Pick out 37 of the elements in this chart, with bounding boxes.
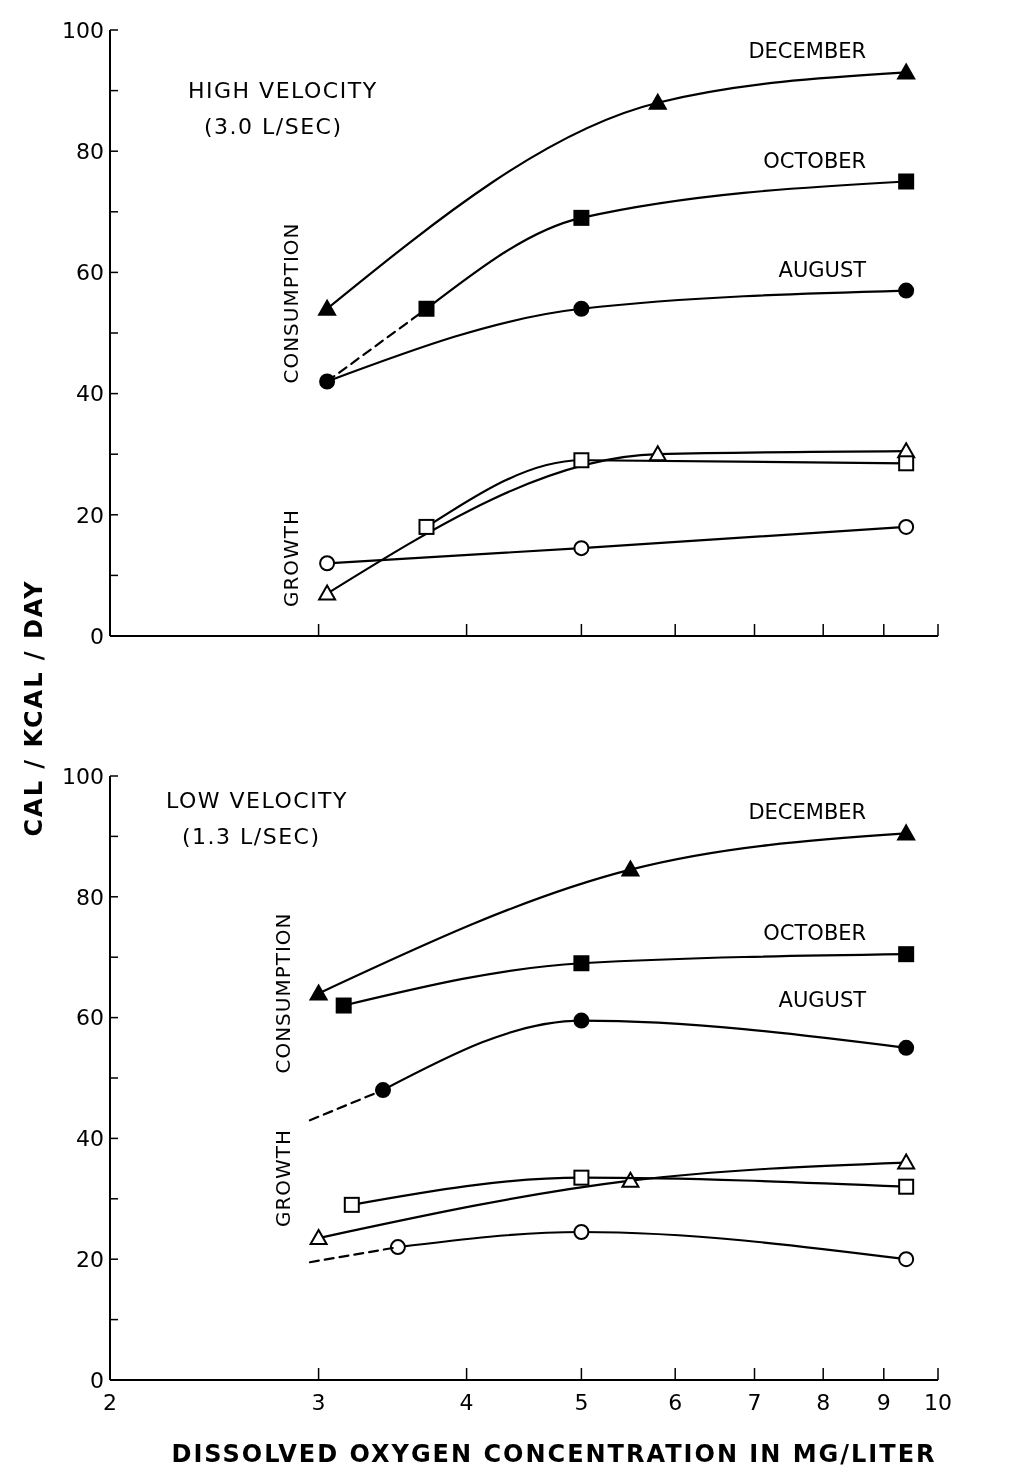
y-tick-label: 80 bbox=[76, 884, 104, 910]
series-label: OCTOBER bbox=[763, 148, 867, 173]
x-tick-label: 9 bbox=[876, 1390, 891, 1415]
series-label: DECEMBER bbox=[748, 39, 867, 64]
text: (3.0 L/SEC) bbox=[204, 114, 343, 139]
annotation: GROWTH bbox=[279, 508, 303, 608]
x-tick-label: 2 bbox=[103, 1390, 117, 1415]
y-axis-title: CAL / KCAL / DAY bbox=[20, 579, 48, 837]
series-label: OCTOBER bbox=[763, 921, 867, 946]
x-tick-label: 4 bbox=[459, 1390, 474, 1415]
annotation: CONSUMPTION bbox=[279, 222, 303, 384]
series-label: AUGUST bbox=[778, 257, 867, 282]
annotation: GROWTH bbox=[271, 1128, 295, 1228]
y-tick-label: 100 bbox=[62, 763, 104, 789]
y-tick-label: 0 bbox=[90, 623, 104, 649]
y-tick-label: 40 bbox=[76, 1126, 104, 1152]
x-tick-label: 3 bbox=[311, 1390, 326, 1415]
y-tick-label: 40 bbox=[76, 381, 104, 407]
x-tick-label: 7 bbox=[747, 1390, 762, 1415]
text: HIGH VELOCITY bbox=[188, 78, 378, 103]
y-tick-label: 100 bbox=[62, 17, 104, 43]
y-tick-label: 20 bbox=[76, 1246, 104, 1272]
text: LOW VELOCITY bbox=[166, 788, 349, 813]
x-tick-label: 10 bbox=[924, 1390, 952, 1415]
y-tick-label: 0 bbox=[90, 1367, 104, 1393]
x-tick-label: 8 bbox=[816, 1390, 831, 1415]
x-tick-label: 5 bbox=[574, 1390, 589, 1415]
annotation: CONSUMPTION bbox=[271, 912, 295, 1074]
x-axis-title: DISSOLVED OXYGEN CONCENTRATION IN MG/LITER bbox=[171, 1440, 937, 1468]
y-tick-label: 60 bbox=[76, 260, 104, 286]
series-label: DECEMBER bbox=[748, 800, 867, 825]
series-label: AUGUST bbox=[778, 987, 867, 1012]
y-tick-label: 20 bbox=[76, 502, 104, 528]
x-tick-label: 6 bbox=[668, 1390, 683, 1415]
text: (1.3 L/SEC) bbox=[182, 824, 321, 849]
y-tick-label: 80 bbox=[76, 138, 104, 164]
y-tick-label: 60 bbox=[76, 1005, 104, 1031]
